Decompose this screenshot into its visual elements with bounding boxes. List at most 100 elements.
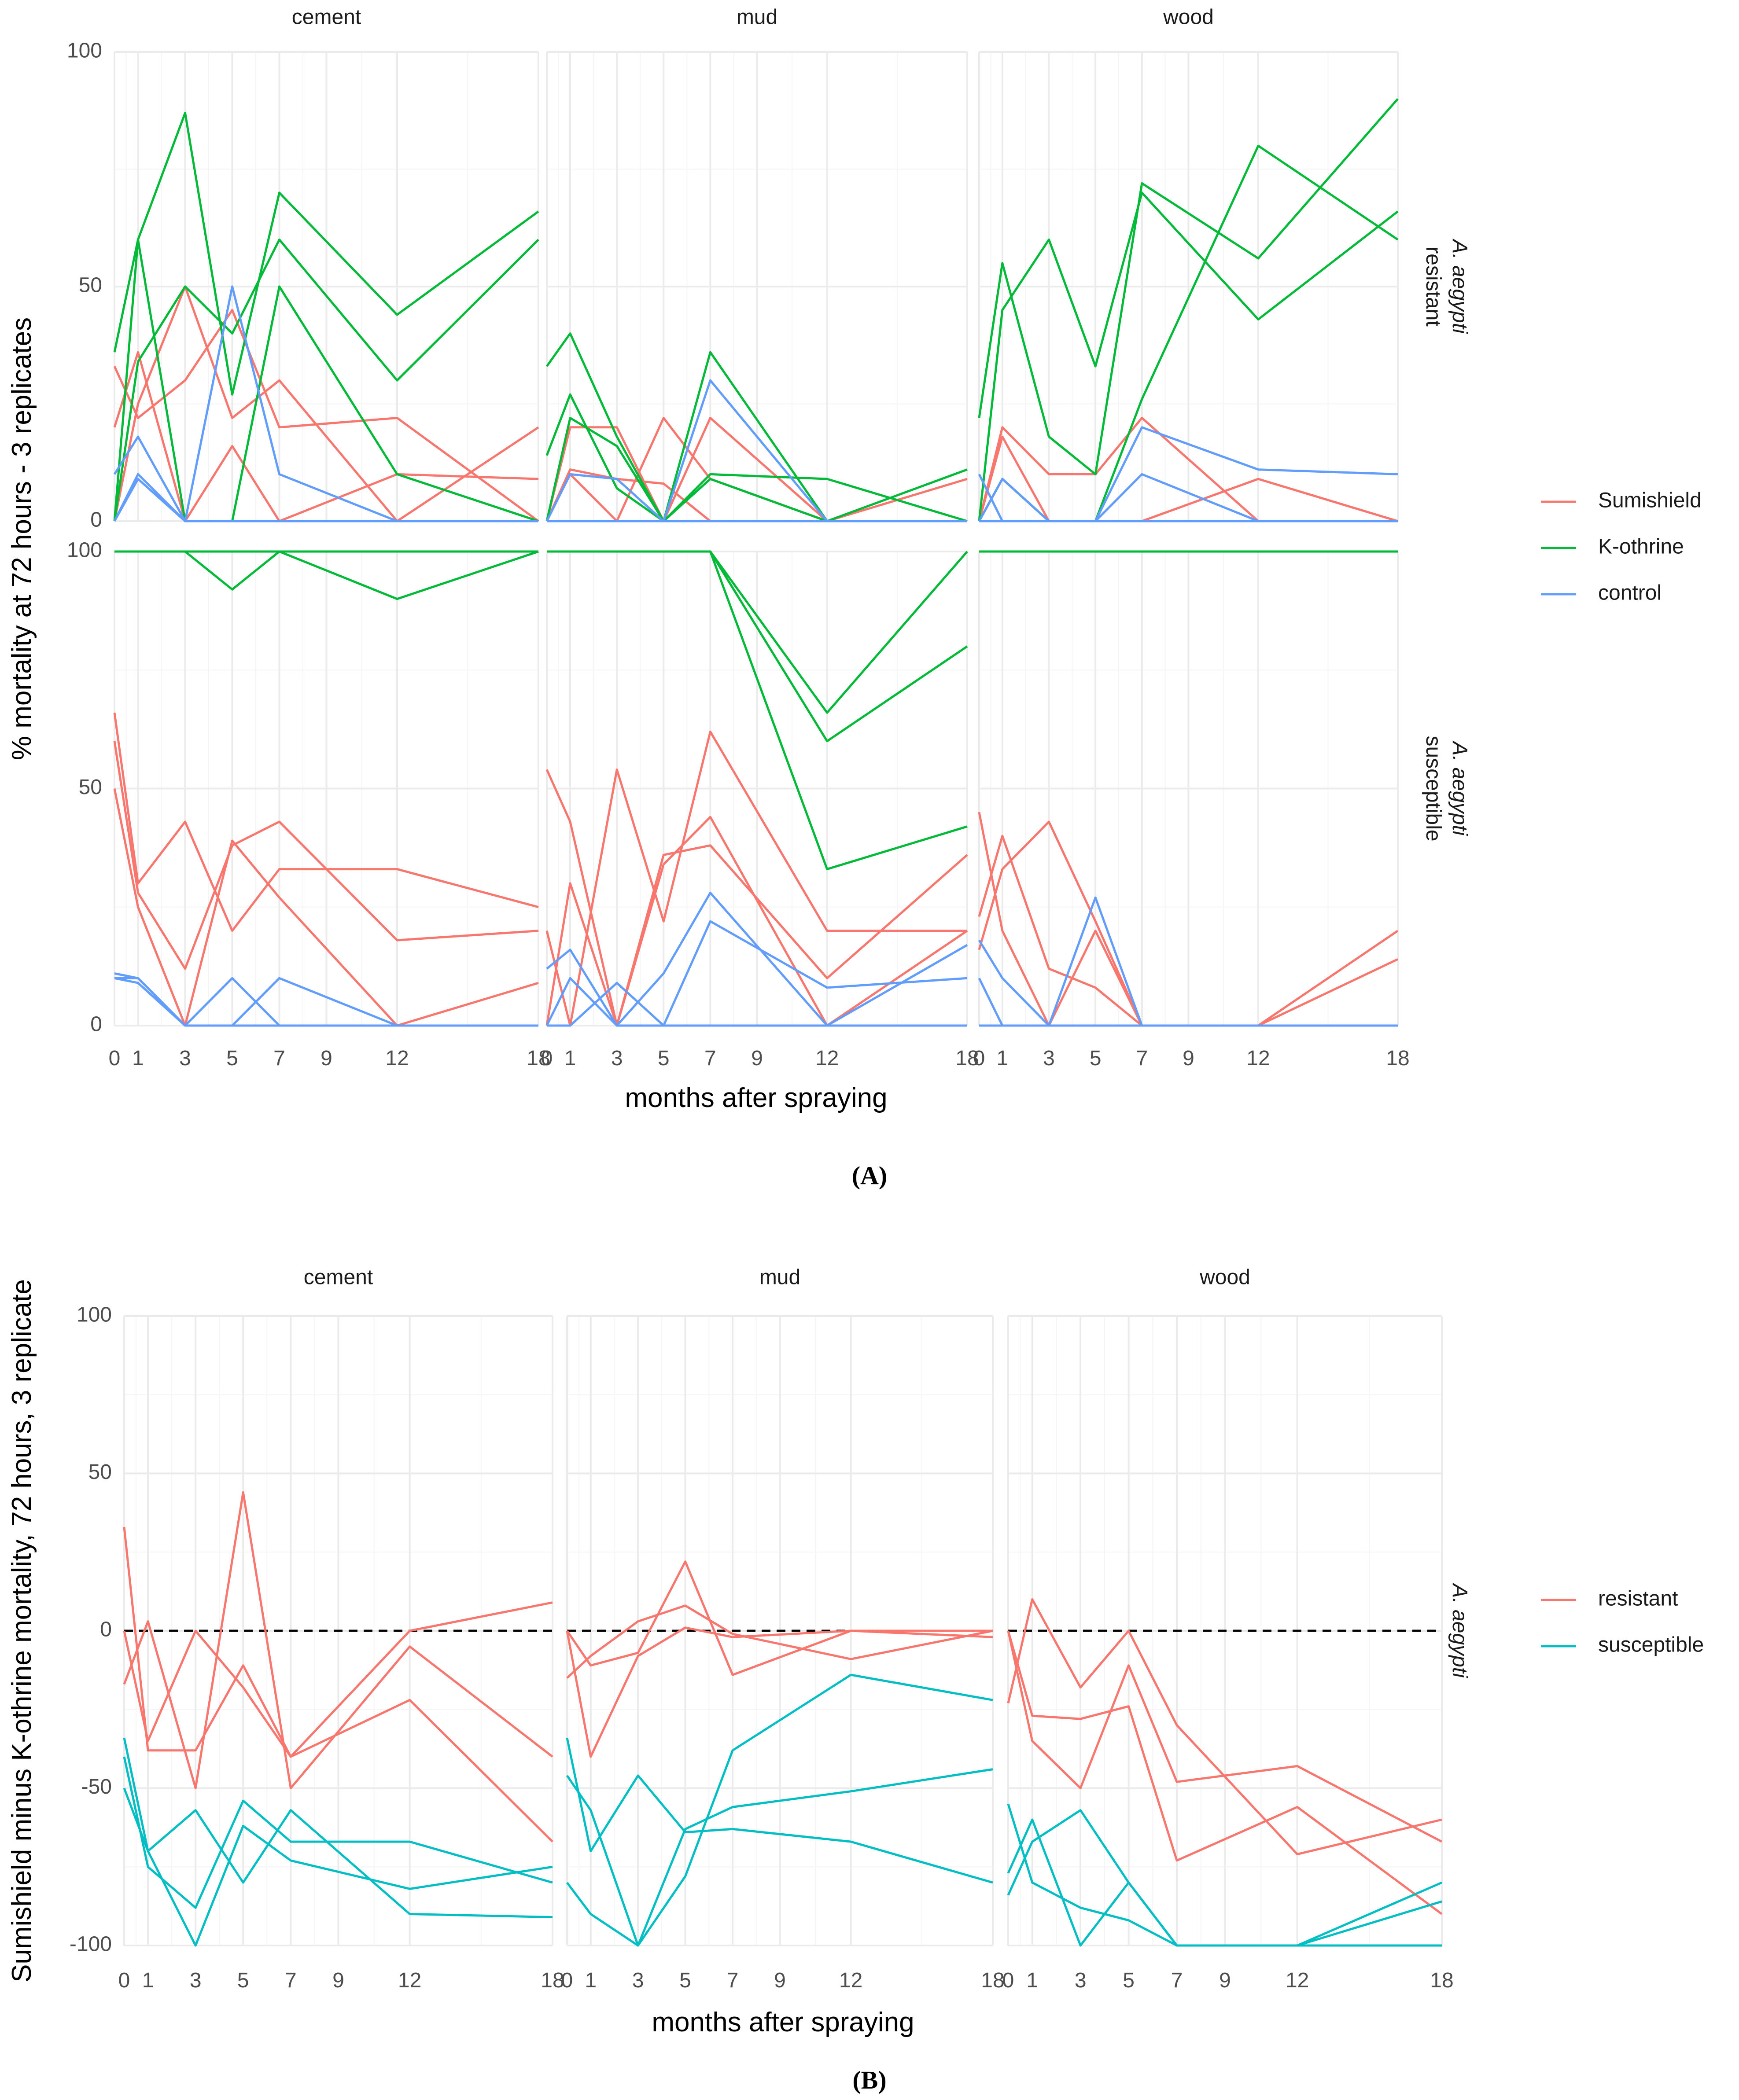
x-tick-label: 3 [632, 1969, 644, 1992]
facet-panel [978, 51, 1399, 522]
series-line-susceptible [123, 1787, 553, 1947]
x-tick-label: 0 [1002, 1969, 1014, 1992]
series-line-resistant [1007, 1630, 1443, 1915]
x-tick-label: 3 [179, 1047, 191, 1070]
x-tick-label: 18 [541, 1969, 564, 1992]
facet-strip-mud: mud [759, 1266, 800, 1289]
facet-strip-wood: wood [1163, 6, 1214, 29]
facet-strip-wood: wood [1199, 1266, 1250, 1289]
x-tick-label: 12 [815, 1047, 839, 1070]
y-tick-label: 50 [88, 1460, 112, 1484]
x-tick-label: 0 [109, 1047, 121, 1070]
series-line-susceptible [566, 1737, 993, 1884]
facet-row-strip: A. aegypti [1448, 1582, 1471, 1678]
x-tick-label: 18 [955, 1047, 979, 1070]
series-line-k-othrine [978, 191, 1399, 522]
legend-label: K-othrine [1598, 535, 1684, 559]
x-tick-label: 5 [237, 1969, 249, 1992]
x-tick-label: 7 [1136, 1047, 1148, 1070]
x-tick-label: 1 [564, 1047, 576, 1070]
series-line-susceptible [123, 1756, 553, 1909]
series-line-resistant [123, 1491, 553, 1789]
x-tick-label: 7 [1171, 1969, 1183, 1992]
facet-panel [1007, 1315, 1443, 1947]
y-axis-title: % mortality at 72 hours - 3 replicates [7, 317, 37, 760]
facet-panel [545, 51, 968, 522]
series-line-resistant [1007, 1630, 1443, 1843]
y-axis-title-group: Sumishield minus K-othrine mortality, 72… [7, 1279, 37, 1982]
facet-row-species: A. aegypti [1448, 1582, 1471, 1678]
x-tick-label: 18 [1430, 1969, 1453, 1992]
x-tick-label: 7 [273, 1047, 285, 1070]
y-tick-label: 100 [67, 39, 102, 63]
x-tick-label: 7 [285, 1969, 297, 1992]
y-tick-label: -100 [70, 1933, 112, 1956]
x-tick-label: 5 [1123, 1969, 1135, 1992]
panel-label: (A) [852, 1161, 888, 1190]
y-tick-label: 100 [67, 539, 102, 562]
x-tick-label: 3 [1075, 1969, 1087, 1992]
legend-label: resistant [1598, 1587, 1678, 1611]
x-tick-label: 1 [996, 1047, 1008, 1070]
y-tick-label: 50 [79, 274, 102, 297]
x-tick-label: 12 [398, 1969, 421, 1992]
x-tick-label: 12 [385, 1047, 409, 1070]
y-axis-title: Sumishield minus K-othrine mortality, 72… [7, 1279, 37, 1982]
series-line-sumishield [113, 309, 539, 522]
x-tick-label: 5 [658, 1047, 670, 1070]
series-line-sumishield [113, 712, 539, 932]
x-tick-label: 7 [704, 1047, 716, 1070]
facet-panel [545, 550, 968, 1027]
x-axis-title: months after spraying [625, 1083, 887, 1113]
y-tick-label: 50 [79, 776, 102, 799]
facet-panel [123, 1315, 553, 1947]
facet-strip-cement: cement [292, 6, 361, 29]
series-line-k-othrine [113, 238, 539, 522]
x-tick-label: 9 [332, 1969, 344, 1992]
x-tick-label: 0 [541, 1047, 553, 1070]
x-tick-label: 9 [321, 1047, 332, 1070]
x-tick-label: 18 [527, 1047, 550, 1070]
legend-label: susceptible [1598, 1633, 1704, 1657]
facet-panel [978, 550, 1399, 1027]
y-axis-title-group: % mortality at 72 hours - 3 replicates [7, 317, 37, 760]
x-tick-label: 9 [774, 1969, 786, 1992]
series-line-susceptible [566, 1673, 993, 1947]
y-tick-label: 0 [100, 1618, 112, 1641]
x-tick-label: 0 [118, 1969, 130, 1992]
x-tick-label: 5 [226, 1047, 238, 1070]
series-line-control [113, 478, 538, 522]
facet-panel [113, 51, 539, 522]
series-line-k-othrine [978, 98, 1399, 475]
x-tick-label: 1 [132, 1047, 144, 1070]
facet-strip-cement: cement [304, 1266, 373, 1289]
x-tick-label: 1 [1026, 1969, 1038, 1992]
facet-panel [113, 550, 539, 1027]
x-tick-label: 0 [561, 1969, 573, 1992]
series-line-susceptible [566, 1768, 993, 1947]
x-tick-label: 3 [611, 1047, 623, 1070]
x-tick-label: 3 [190, 1969, 202, 1992]
y-tick-label: -50 [81, 1775, 112, 1798]
facet-row-status: resistant [1422, 246, 1445, 326]
series-line-resistant [566, 1626, 993, 1758]
x-tick-label: 3 [1043, 1047, 1055, 1070]
x-axis-title: months after spraying [652, 2007, 914, 2037]
x-tick-label: 18 [981, 1969, 1004, 1992]
series-line-resistant [566, 1604, 993, 1679]
facet-row-species: A. aegypti [1448, 238, 1471, 334]
series-line-control [114, 977, 538, 1027]
series-line-sumishield [545, 769, 968, 1027]
x-tick-label: 12 [839, 1969, 862, 1992]
x-tick-label: 1 [142, 1969, 154, 1992]
series-line-susceptible [1007, 1809, 1442, 1947]
facet-row-status: susceptible [1422, 736, 1445, 841]
x-tick-label: 12 [1286, 1969, 1309, 1992]
facet-strip-mud: mud [737, 6, 777, 29]
series-line-sumishield [113, 741, 539, 970]
